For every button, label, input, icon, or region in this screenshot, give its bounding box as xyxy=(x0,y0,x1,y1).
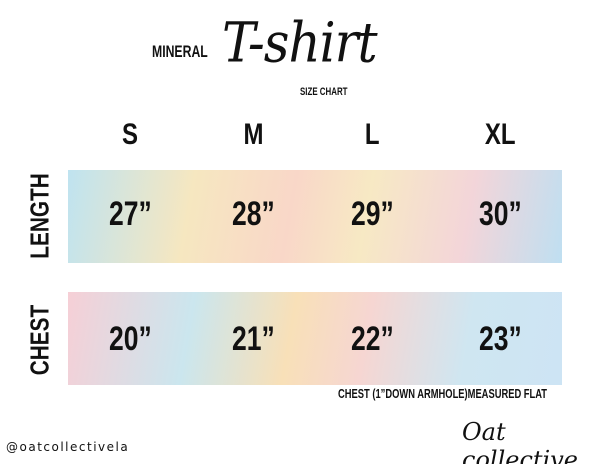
chest-s: 20” xyxy=(108,320,152,358)
measurement-note: CHEST (1”DOWN ARMHOLE)MEASURED FLAT xyxy=(338,386,548,401)
chest-xl: 23” xyxy=(478,320,522,358)
row-label-chest: CHEST xyxy=(24,304,55,376)
social-handle: @oatcollectivela xyxy=(6,440,130,454)
length-l: 29” xyxy=(350,195,394,233)
length-m: 28” xyxy=(231,195,275,233)
title-script: T-shirt xyxy=(222,11,378,75)
size-header-s: S xyxy=(121,118,138,151)
chest-m: 21” xyxy=(231,320,275,358)
size-header-l: L xyxy=(364,118,380,151)
title-prefix: MINERAL xyxy=(152,42,208,61)
size-header-xl: XL xyxy=(484,118,516,151)
brand-logo: Oat collective xyxy=(462,418,578,464)
title-subtitle: SIZE CHART xyxy=(300,86,348,98)
size-header-m: M xyxy=(243,118,263,151)
length-s: 27” xyxy=(108,195,152,233)
length-xl: 30” xyxy=(478,195,522,233)
chest-row-band xyxy=(68,292,562,385)
row-label-length: LENGTH xyxy=(24,173,55,259)
length-row-band xyxy=(68,170,562,263)
chest-l: 22” xyxy=(350,320,394,358)
